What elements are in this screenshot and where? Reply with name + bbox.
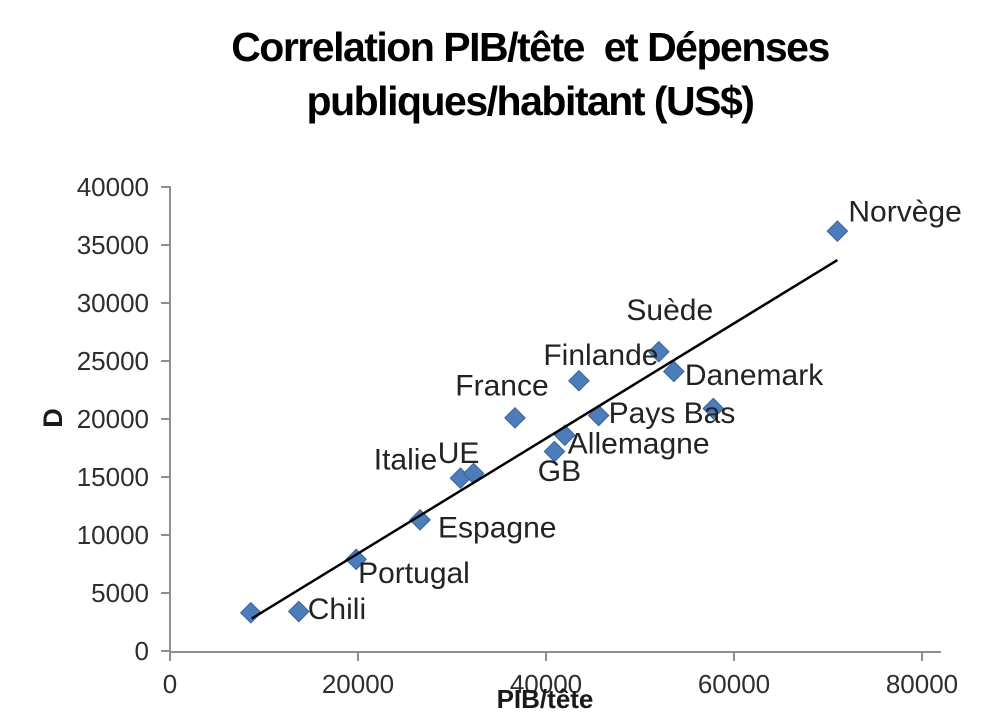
point-label-ue: UE: [438, 437, 480, 470]
y-axis-title: D: [38, 408, 68, 428]
point-label-norvège: Norvège: [848, 196, 961, 229]
y-tick-label: 0: [135, 636, 149, 666]
x-tick-label: 60000: [698, 669, 770, 699]
chart-title-line2: publiques/habitant (US$): [306, 78, 755, 124]
data-point-pays-bas: [587, 404, 610, 427]
data-point-finlande: [568, 369, 590, 392]
point-label-danemark: Danemark: [685, 359, 824, 392]
y-tick-label: 5000: [91, 578, 149, 608]
data-point-espagne: [409, 509, 431, 531]
point-label-finlande: Finlande: [543, 339, 658, 372]
data-point-unlabeled: [239, 601, 262, 624]
point-label-chili: Chili: [308, 593, 366, 626]
y-tick-label: 35000: [77, 230, 149, 260]
y-tick-label: 20000: [77, 404, 149, 434]
point-label-espagne: Espagne: [438, 511, 556, 544]
y-tick-label: 30000: [77, 288, 149, 318]
trend-line: [251, 259, 839, 620]
point-label-italie: Italie: [374, 444, 437, 477]
point-label-pays-bas: Pays Bas: [609, 397, 736, 430]
data-point-unlabeled: [702, 397, 725, 420]
chart-title: Correlation PIB/tête et Dépenses publique…: [78, 20, 982, 128]
point-label-suède: Suède: [626, 294, 713, 327]
x-tick-label: 80000: [886, 669, 958, 699]
x-tick-label: 20000: [322, 669, 394, 699]
data-point-danemark: [662, 360, 685, 383]
y-tick-label: 25000: [77, 346, 149, 376]
data-point-france: [504, 406, 526, 429]
data-point-suède: [647, 340, 670, 363]
point-label-portugal: Portugal: [358, 557, 470, 590]
x-axis-title: PIB/tête: [496, 684, 594, 712]
y-tick-label: 10000: [77, 520, 149, 550]
point-label-allemagne: Allemagne: [568, 428, 710, 461]
x-tick-label: 0: [163, 669, 177, 699]
data-point-norvège: [826, 220, 849, 242]
data-point-gb: [543, 440, 566, 463]
point-label-gb: GB: [538, 455, 581, 488]
chart-title-line1: Correlation PIB/tête et Dépenses: [231, 24, 830, 70]
y-tick-label: 40000: [77, 172, 149, 202]
data-point-portugal: [345, 548, 368, 571]
x-tick-label: 40000: [510, 669, 582, 699]
y-tick-label: 15000: [77, 462, 149, 492]
point-label-france: France: [455, 369, 548, 402]
data-point-chili: [287, 600, 310, 623]
